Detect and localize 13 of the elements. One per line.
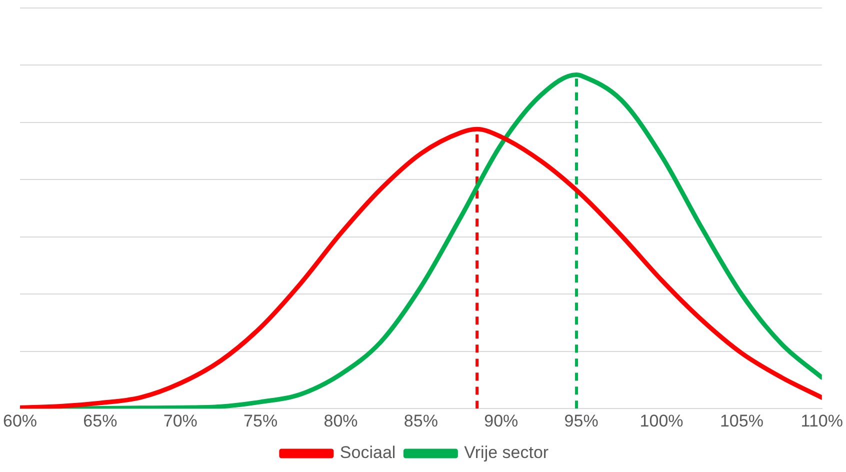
x-tick-label: 65% xyxy=(83,411,118,430)
x-tick-label: 60% xyxy=(2,411,38,430)
legend-label: Vrije sector xyxy=(464,443,549,462)
x-tick-label: 95% xyxy=(564,411,598,430)
x-tick-label: 70% xyxy=(163,411,198,430)
x-tick-label: 75% xyxy=(244,411,278,430)
legend-label: Sociaal xyxy=(340,443,396,462)
x-tick-label: 85% xyxy=(404,411,438,430)
x-tick-label: 110% xyxy=(800,411,843,430)
x-tick-label: 105% xyxy=(720,411,764,430)
x-tick-label: 80% xyxy=(324,411,358,430)
x-tick-label: 90% xyxy=(484,411,518,430)
x-tick-label: 100% xyxy=(640,411,684,430)
